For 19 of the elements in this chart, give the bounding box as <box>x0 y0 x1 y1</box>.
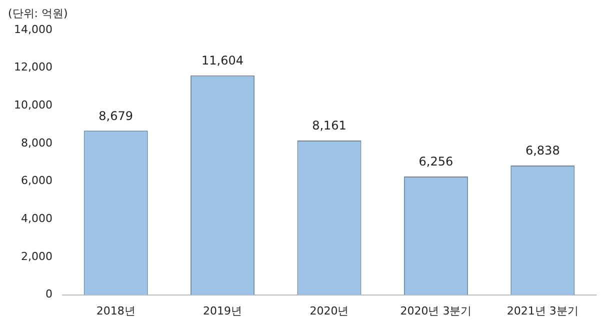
data-label: 8,679 <box>98 108 134 123</box>
y-tick-label: 10,000 <box>14 98 52 112</box>
data-label: 11,604 <box>202 53 244 68</box>
y-tick-label: 8,000 <box>20 136 52 150</box>
x-tick-label: 2020년 3분기 <box>400 304 472 318</box>
data-label: 6,838 <box>525 144 560 158</box>
data-label: 8,161 <box>312 118 346 133</box>
text: (단위: 억원) <box>8 6 68 21</box>
x-tick-label: 2020년 <box>310 304 349 318</box>
y-tick-label: 6,000 <box>20 174 52 188</box>
y-tick-label: 14,000 <box>14 22 52 36</box>
x-tick-label: 2021년 3분기 <box>506 304 578 318</box>
y-tick-label: 4,000 <box>20 212 52 225</box>
x-tick-label: 2018년 <box>96 304 136 318</box>
x-tick-label: 2019년 <box>203 304 242 318</box>
data-label: 6,256 <box>418 154 454 169</box>
y-tick-label: 2,000 <box>20 250 52 263</box>
y-tick-label: 0 <box>45 288 52 301</box>
y-tick-label: 12,000 <box>14 60 52 74</box>
